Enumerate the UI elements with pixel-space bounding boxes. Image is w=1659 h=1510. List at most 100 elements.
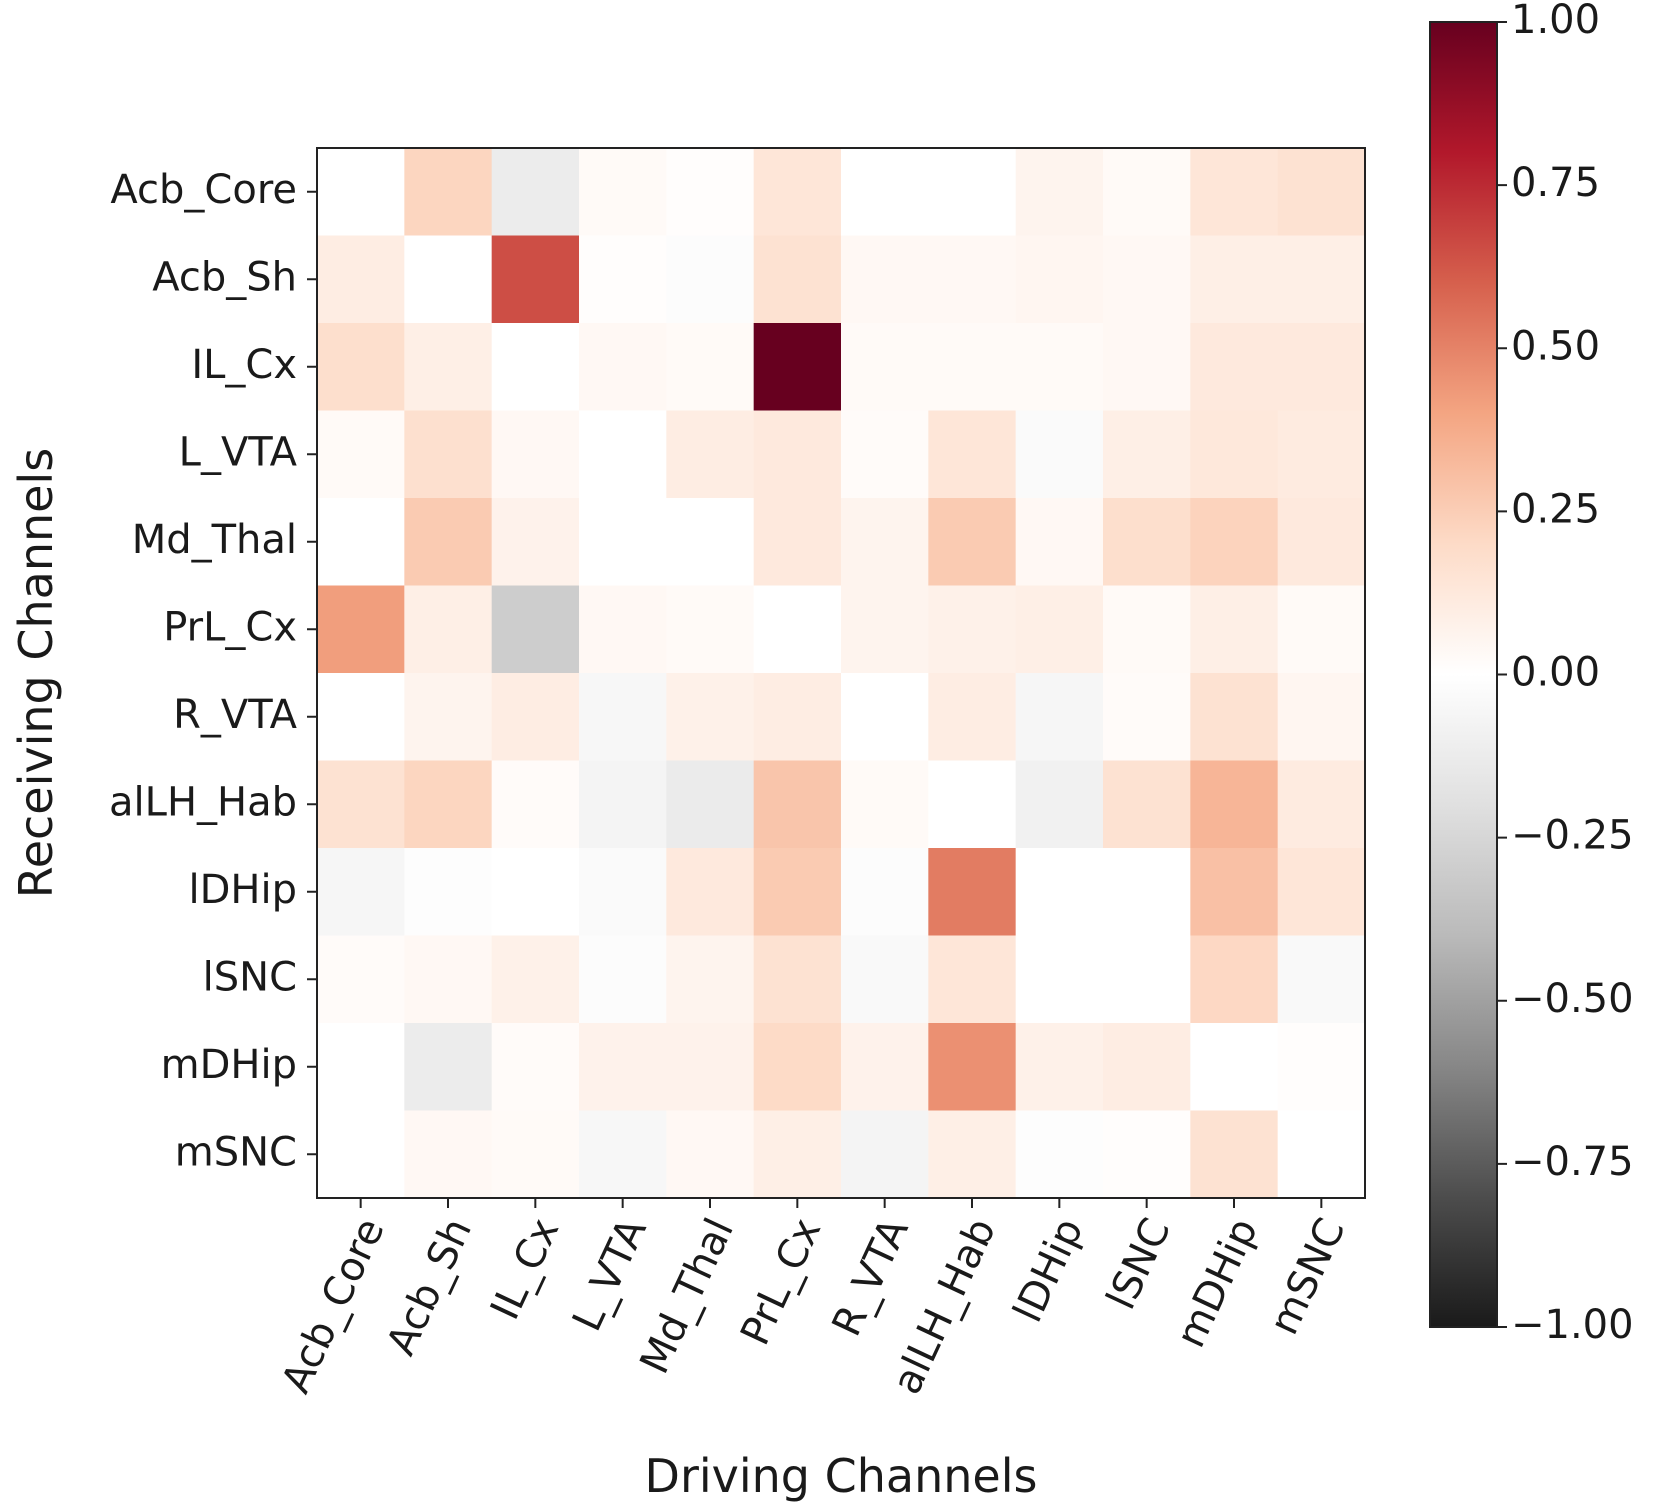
- x-tick-label: Acb_Sh: [378, 1211, 481, 1362]
- heatmap-cell-R_VTA-IL_Cx: [491, 673, 580, 762]
- heatmap-cell-lSNC-mSNC: [1277, 935, 1366, 1024]
- heatmap-cell-Acb_Core-lDHip: [1015, 148, 1104, 237]
- heatmap-cell-Acb_Sh-Acb_Sh: [404, 235, 493, 324]
- y-tick-label: R_VTA: [173, 692, 297, 738]
- heatmap-cell-Md_Thal-IL_Cx: [491, 498, 580, 587]
- heatmap-cell-mSNC-Acb_Core: [317, 1110, 405, 1199]
- heatmap-cell-PrL_Cx-lSNC: [1103, 585, 1191, 674]
- heatmap-cell-L_VTA-mDHip: [1190, 410, 1279, 499]
- y-tick-label: IL_Cx: [191, 342, 297, 388]
- heatmap-cell-Acb_Core-IL_Cx: [491, 148, 580, 237]
- heatmap-cell-PrL_Cx-Acb_Core: [317, 585, 405, 674]
- heatmap-cell-mSNC-Acb_Sh: [404, 1110, 493, 1199]
- heatmap-cell-IL_Cx-Acb_Sh: [404, 323, 493, 412]
- colorbar-ticks: 1.00 0.75 0.50 0.25 0.00 −0.25 −0.50 −0.75 −1.00: [1497, 0, 1634, 1348]
- x-tick-label: Acb_Core: [273, 1211, 394, 1400]
- heatmap-cell-alLH_Hab-alLH_Hab: [928, 760, 1017, 849]
- heatmap-cell-mDHip-lDHip: [1015, 1023, 1104, 1112]
- heatmap-cell-alLH_Hab-mDHip: [1190, 760, 1279, 849]
- heatmap-cell-Md_Thal-alLH_Hab: [928, 498, 1017, 587]
- heatmap-cell-lDHip-L_VTA: [579, 848, 667, 937]
- heatmap-cell-lDHip-IL_Cx: [491, 848, 580, 937]
- y-axis-ticks: Acb_Core Acb_Sh IL_Cx L_VTA Md_Thal PrL_Cx R_V…: [109, 167, 317, 1175]
- heatmap-cell-alLH_Hab-lDHip: [1015, 760, 1104, 849]
- heatmap-cell-mSNC-IL_Cx: [491, 1110, 580, 1199]
- heatmap-cell-Acb_Core-lSNC: [1103, 148, 1191, 237]
- colorbar-tick-label: −1.00: [1511, 1302, 1634, 1348]
- heatmap-cell-mSNC-alLH_Hab: [928, 1110, 1017, 1199]
- x-tick-label: lSNC: [1098, 1211, 1180, 1316]
- heatmap-cell-alLH_Hab-lSNC: [1103, 760, 1191, 849]
- heatmap-cell-mDHip-PrL_Cx: [753, 1023, 842, 1112]
- heatmap-cell-IL_Cx-IL_Cx: [491, 323, 580, 412]
- heatmap-cell-alLH_Hab-Acb_Core: [317, 760, 405, 849]
- y-tick-label: lSNC: [203, 954, 297, 1000]
- heatmap-cell-lSNC-R_VTA: [841, 935, 929, 1024]
- heatmap-cell-R_VTA-R_VTA: [841, 673, 929, 762]
- heatmap-cell-R_VTA-Acb_Sh: [404, 673, 493, 762]
- heatmap-cell-PrL_Cx-R_VTA: [841, 585, 929, 674]
- heatmap-cell-R_VTA-mDHip: [1190, 673, 1279, 762]
- heatmap-cell-Md_Thal-lSNC: [1103, 498, 1191, 587]
- heatmap-cell-Acb_Core-mSNC: [1277, 148, 1366, 237]
- heatmap-cell-lDHip-Acb_Sh: [404, 848, 493, 937]
- heatmap-cell-PrL_Cx-L_VTA: [579, 585, 667, 674]
- heatmap-cell-R_VTA-L_VTA: [579, 673, 667, 762]
- heatmap-cell-Acb_Core-Md_Thal: [666, 148, 755, 237]
- y-tick-label: Md_Thal: [132, 517, 297, 563]
- heatmap-cell-lDHip-lSNC: [1103, 848, 1191, 937]
- x-tick-label: mDHip: [1168, 1211, 1267, 1354]
- heatmap-cell-lDHip-lDHip: [1015, 848, 1104, 937]
- heatmap-cell-lSNC-L_VTA: [579, 935, 667, 1024]
- heatmap-cell-R_VTA-lDHip: [1015, 673, 1104, 762]
- heatmap-cell-lSNC-lDHip: [1015, 935, 1104, 1024]
- heatmap-cell-Acb_Sh-lSNC: [1103, 235, 1191, 324]
- heatmap-cell-Acb_Sh-mDHip: [1190, 235, 1279, 324]
- heatmap-cell-mSNC-Md_Thal: [666, 1110, 755, 1199]
- heatmap-cell-lSNC-mDHip: [1190, 935, 1279, 1024]
- heatmap-cell-mSNC-lSNC: [1103, 1110, 1191, 1199]
- heatmap-cell-alLH_Hab-L_VTA: [579, 760, 667, 849]
- heatmap-cell-IL_Cx-mDHip: [1190, 323, 1279, 412]
- heatmap-cell-L_VTA-alLH_Hab: [928, 410, 1017, 499]
- heatmap-cell-mDHip-mDHip: [1190, 1023, 1279, 1112]
- heatmap-cell-mDHip-alLH_Hab: [928, 1023, 1017, 1112]
- heatmap-cell-alLH_Hab-PrL_Cx: [753, 760, 842, 849]
- heatmap-cell-lDHip-Md_Thal: [666, 848, 755, 937]
- heatmap-cell-mSNC-mDHip: [1190, 1110, 1279, 1199]
- heatmap-cell-Md_Thal-Md_Thal: [666, 498, 755, 587]
- heatmap-cell-PrL_Cx-mSNC: [1277, 585, 1366, 674]
- y-tick-label: mSNC: [175, 1129, 297, 1175]
- heatmap-cell-PrL_Cx-IL_Cx: [491, 585, 580, 674]
- heatmap-cell-Md_Thal-mDHip: [1190, 498, 1279, 587]
- heatmap-cell-lSNC-lSNC: [1103, 935, 1191, 1024]
- x-tick-label: mSNC: [1261, 1211, 1354, 1341]
- y-tick-label: lDHip: [189, 867, 298, 913]
- heatmap-cell-mDHip-mSNC: [1277, 1023, 1366, 1112]
- colorbar-tick-label: −0.50: [1511, 976, 1634, 1022]
- heatmap-cell-lDHip-PrL_Cx: [753, 848, 842, 937]
- colorbar-tick-label: −0.25: [1511, 813, 1634, 859]
- heatmap-cell-Acb_Sh-mSNC: [1277, 235, 1366, 324]
- heatmap-cell-IL_Cx-mSNC: [1277, 323, 1366, 412]
- plot-frame: [316, 147, 1366, 1199]
- heatmap-cell-R_VTA-alLH_Hab: [928, 673, 1017, 762]
- heatmap-cell-mDHip-Acb_Sh: [404, 1023, 493, 1112]
- heatmap-cell-Acb_Sh-Md_Thal: [666, 235, 755, 324]
- heatmap-cell-Acb_Sh-L_VTA: [579, 235, 667, 324]
- heatmap-cell-PrL_Cx-mDHip: [1190, 585, 1279, 674]
- colorbar-tick-label: 1.00: [1511, 0, 1600, 43]
- heatmap-cell-Acb_Core-mDHip: [1190, 148, 1279, 237]
- heatmap-cell-lSNC-Md_Thal: [666, 935, 755, 1024]
- heatmap-cell-lSNC-IL_Cx: [491, 935, 580, 1024]
- heatmap-cell-mSNC-L_VTA: [579, 1110, 667, 1199]
- heatmap-cell-Acb_Core-Acb_Sh: [404, 148, 493, 237]
- heatmap-cell-mSNC-mSNC: [1277, 1110, 1366, 1199]
- heatmap-cell-alLH_Hab-mSNC: [1277, 760, 1366, 849]
- heatmap-cell-R_VTA-mSNC: [1277, 673, 1366, 762]
- heatmap-cell-IL_Cx-lSNC: [1103, 323, 1191, 412]
- heatmap-cell-lSNC-PrL_Cx: [753, 935, 842, 1024]
- heatmap-cell-L_VTA-R_VTA: [841, 410, 929, 499]
